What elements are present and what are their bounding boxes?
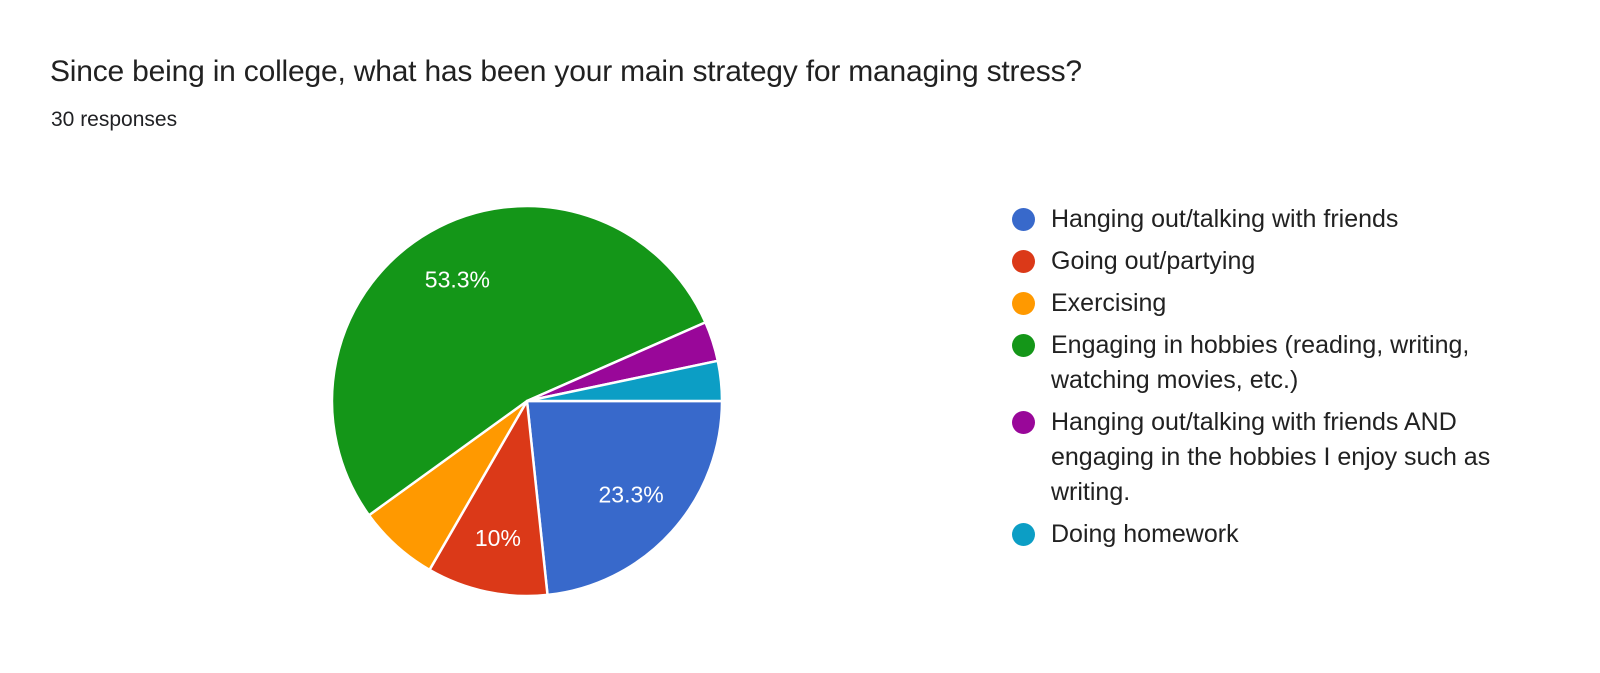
pie-slice-3[interactable] <box>330 204 707 517</box>
legend-label: Engaging in hobbies (reading, writing, w… <box>1051 331 1470 394</box>
legend-color-dot-icon <box>1012 208 1035 231</box>
response-count: 30 responses <box>51 108 178 131</box>
legend-label: Going out/partying <box>1051 247 1256 275</box>
pie-slice-1[interactable] <box>428 399 549 598</box>
pie-slice-label-3: 53.3% <box>425 267 490 293</box>
pie-slice-0[interactable] <box>525 399 724 597</box>
legend-item-5: Doing homework <box>1012 517 1572 552</box>
legend: Hanging out/talking with friends Going ou… <box>1012 202 1572 559</box>
pie-slice-5[interactable] <box>525 359 724 403</box>
legend-color-dot-icon <box>1012 411 1035 434</box>
legend-color-dot-icon <box>1012 250 1035 273</box>
legend-color-dot-icon <box>1012 334 1035 357</box>
pie-slice-label-1: 10% <box>475 525 521 551</box>
legend-label: Hanging out/talking with friends <box>1051 205 1399 233</box>
legend-label: Exercising <box>1051 289 1167 317</box>
legend-item-1: Going out/partying <box>1012 244 1572 279</box>
legend-item-3: Engaging in hobbies (reading, writing, w… <box>1012 328 1572 398</box>
legend-color-dot-icon <box>1012 523 1035 546</box>
legend-label: Hanging out/talking with friends AND eng… <box>1051 408 1491 506</box>
chart-title: Since being in college, what has been yo… <box>50 55 1082 88</box>
legend-label: Doing homework <box>1051 520 1239 548</box>
legend-item-2: Exercising <box>1012 286 1572 321</box>
pie-chart-area: 23.3% 10% 53.3% <box>327 201 727 601</box>
legend-item-0: Hanging out/talking with friends <box>1012 202 1572 237</box>
pie-slice-label-0: 23.3% <box>598 482 663 508</box>
pie-chart: 23.3% 10% 53.3% <box>330 204 724 598</box>
legend-item-4: Hanging out/talking with friends AND eng… <box>1012 405 1572 510</box>
legend-color-dot-icon <box>1012 292 1035 315</box>
